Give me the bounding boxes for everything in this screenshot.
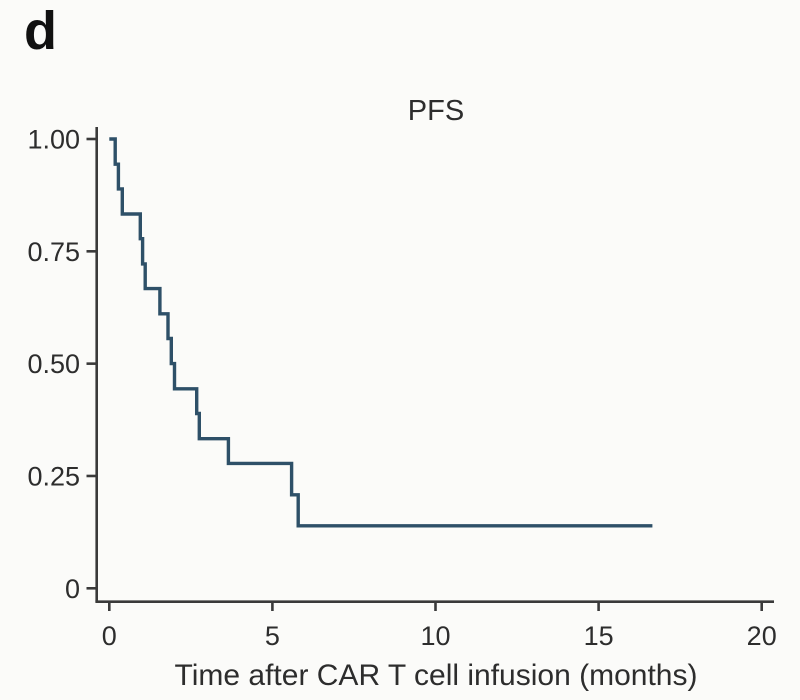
x-axis-title: Time after CAR T cell infusion (months): [175, 659, 698, 692]
x-tick-label: 0: [102, 621, 117, 651]
y-tick-label: 0.25: [27, 461, 80, 491]
x-tick-label: 10: [420, 621, 450, 651]
chart-title: PFS: [408, 95, 464, 127]
x-tick-label: 5: [265, 621, 280, 651]
x-tick-label: 20: [747, 621, 777, 651]
axis-ticks: [86, 137, 764, 611]
y-tick-label: 0.50: [27, 349, 80, 379]
axis-tick-labels: 1.00 0.75 0.50 0.25 00 5 10 15 20: [27, 125, 776, 652]
panel-letter-label: d: [24, 1, 57, 61]
km-curve: [109, 137, 653, 528]
x-tick-label: 15: [584, 621, 614, 651]
axes: [95, 127, 774, 604]
y-tick-label: 1.00: [27, 125, 80, 155]
y-tick-label: 0.75: [27, 237, 80, 267]
survival-curve-group: [109, 137, 653, 528]
y-tick-label: 0: [65, 574, 80, 604]
